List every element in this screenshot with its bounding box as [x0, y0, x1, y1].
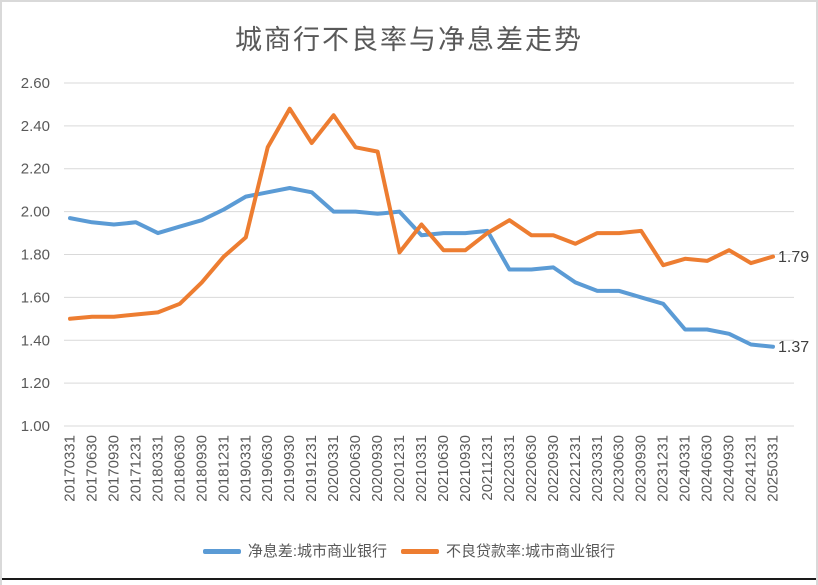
x-axis-tick-label: 20180331: [149, 435, 166, 502]
bottom-border: [2, 578, 816, 580]
x-axis-tick-label: 20230930: [633, 435, 650, 502]
x-axis-tick-label: 20170331: [62, 435, 79, 502]
chart-title: 城商行不良率与净息差走势: [235, 25, 583, 55]
x-axis-tick-label: 20170930: [105, 435, 122, 502]
x-axis-tick-label: 20211231: [479, 435, 496, 501]
x-axis-tick-label: 20200331: [325, 435, 342, 502]
legend-label-nim: 净息差:城市商业银行: [247, 543, 387, 560]
x-axis-tick-label: 20240331: [677, 435, 694, 502]
x-axis-tick-label: 20220331: [501, 435, 518, 502]
x-axis-tick-label: 20200930: [369, 435, 386, 502]
x-axis-tick-label: 20200630: [347, 435, 364, 502]
x-axis-tick-label: 20240930: [721, 435, 738, 502]
x-axis-tick-label: 20220630: [523, 435, 540, 502]
legend-item-nim: 净息差:城市商业银行: [202, 543, 387, 560]
legend: 净息差:城市商业银行 不良贷款率:城市商业银行: [2, 544, 816, 559]
x-axis-tick-label: 20210331: [413, 435, 430, 502]
legend-swatch-npl-line: [401, 549, 439, 554]
y-axis-tick-label: 1.80: [21, 247, 50, 264]
x-axis-tick-label: 20230331: [589, 435, 606, 502]
y-axis-tick-label: 1.00: [21, 418, 50, 435]
x-axis-tick-label: 20190331: [237, 435, 254, 502]
y-axis-tick-label: 2.20: [21, 161, 50, 178]
x-axis-tick-label: 20171231: [127, 435, 144, 502]
x-axis-tick-label: 20221231: [567, 435, 584, 502]
x-axis-tick-label: 20210930: [457, 435, 474, 502]
x-axis-tick-label: 20210630: [435, 435, 452, 502]
end-data-label-nim: 1.37: [778, 339, 809, 356]
x-axis-tick-label: 20201231: [391, 435, 408, 502]
y-axis-tick-label: 1.60: [21, 289, 50, 306]
x-axis-tick-label: 20230630: [611, 435, 628, 502]
end-data-label-npl: 1.79: [778, 249, 809, 266]
legend-label-npl: 不良贷款率:城市商业银行: [446, 543, 616, 560]
y-axis-tick-label: 2.00: [21, 204, 50, 221]
series-line-nim: [68, 186, 775, 349]
x-axis-tick-label: 20241231: [743, 435, 760, 502]
y-axis-tick-label: 2.60: [21, 75, 50, 92]
x-axis-tick-label: 20191231: [303, 435, 320, 502]
x-axis-tick-label: 20240630: [699, 435, 716, 502]
x-axis-tick-label: 20190630: [259, 435, 276, 502]
x-axis-tick-label: 20231231: [655, 435, 672, 502]
series-line-npl: [68, 106, 775, 321]
y-axis-tick-label: 1.40: [21, 332, 50, 349]
x-axis-tick-label: 20180930: [193, 435, 210, 502]
y-axis-tick-label: 1.20: [21, 375, 50, 392]
x-axis-tick-label: 20250331: [765, 435, 782, 502]
x-axis-tick-label: 20220930: [545, 435, 562, 502]
y-axis-tick-label: 2.40: [21, 118, 50, 135]
legend-item-npl: 不良贷款率:城市商业银行: [401, 544, 615, 559]
x-axis-tick-label: 20170630: [84, 435, 101, 502]
x-axis-tick-label: 20180630: [171, 435, 188, 502]
x-axis-tick-label: 20190930: [281, 435, 298, 502]
x-axis-tick-label: 20181231: [215, 435, 232, 502]
legend-swatch-nim-line: [202, 549, 241, 554]
